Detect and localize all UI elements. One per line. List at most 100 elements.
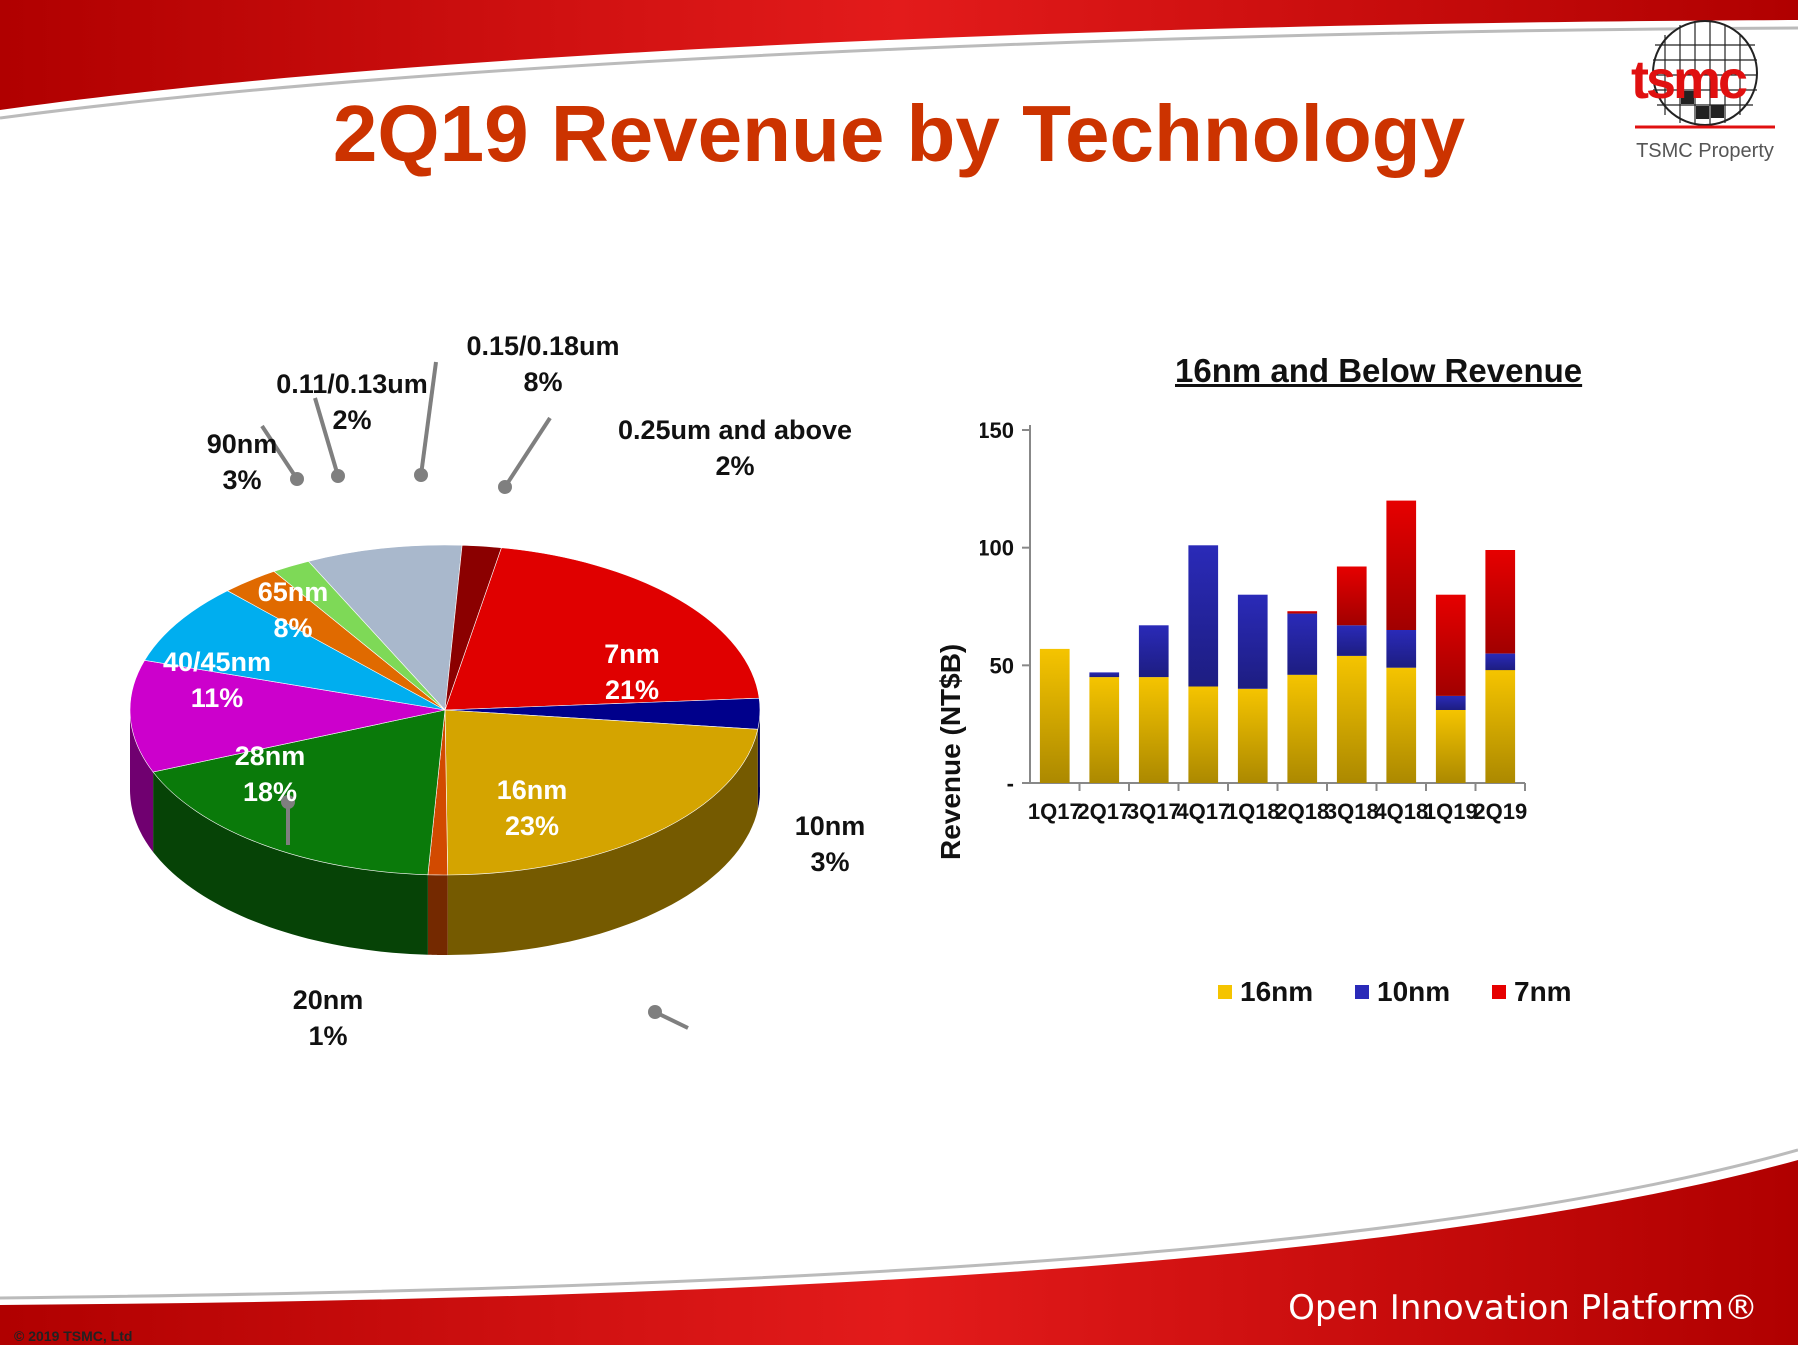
legend-swatch [1492,985,1506,999]
x-tick-label: 4Q17 [1176,799,1230,824]
bar-7nm-2Q19 [1485,550,1516,654]
legend-label: 10nm [1377,976,1451,1007]
copyright: © 2019 TSMC, Ltd [14,1328,133,1344]
pie-slice-65nm [144,590,446,711]
bar-16nm-2Q18 [1287,674,1318,783]
bar-16nm-2Q17 [1089,677,1120,783]
legend-7nm: 7nm [1492,976,1572,1008]
y-tick-label: 100 [980,536,1014,561]
bar-16nm-3Q17 [1138,677,1169,783]
pie-label-90nm: 90nm 3% [182,426,302,498]
legend-label: 7nm [1514,976,1572,1007]
leader-line-90nm [260,424,299,481]
x-tick-label: 2Q19 [1473,799,1527,824]
pie-label-value: 8% [523,367,563,397]
pie-label-value: 2% [715,451,755,481]
y-tick-label: - [1007,771,1014,796]
bar-16nm-4Q17 [1188,686,1219,783]
bar-10nm-2Q17 [1089,672,1120,678]
pie-label-value: 21% [604,675,660,705]
pie-label-text: 0.15/0.18um [466,331,620,361]
pie-label-65nm: 65nm 8% [233,574,353,646]
leader-line-0.25um and above [503,416,552,489]
pie-slice-0.25um and above [444,544,502,711]
pie-label-value: 8% [273,613,313,643]
bar-7nm-2Q18 [1287,611,1318,614]
logo-wordmark: tsmc [1631,50,1748,110]
bar-10nm-4Q18 [1386,630,1417,668]
pie-label-20nm: 20nm 1% [268,982,388,1054]
bar-7nm-3Q18 [1336,566,1367,626]
bar-10nm-3Q17 [1138,625,1169,678]
bar-10nm-3Q18 [1336,625,1367,656]
pie-label-value: 11% [190,683,244,713]
pie-slice-40/45nm [129,659,446,773]
pie-label-value: 1% [308,1021,348,1051]
pie-label-0-15-0-18um: 0.15/0.18um 8% [453,328,633,400]
x-tick-label: 2Q18 [1275,799,1329,824]
pie-side-16nm [447,729,758,955]
pie-label-text: 28nm [234,741,306,771]
pie-label-0-11-0-13um: 0.11/0.13um 2% [262,366,442,438]
footer-brand: Open Innovation Platform® [1288,1288,1758,1328]
pie-label-10nm: 10nm 3% [770,808,890,880]
bar-16nm-1Q19 [1435,710,1466,783]
pie-label-16nm: 16nm 23% [472,772,592,844]
bar-chart-title: 16nm and Below Revenue [1175,352,1583,389]
tsmc-logo: tsmc [1625,15,1785,165]
pie-side-28nm [153,772,428,955]
pie-side-20nm [427,874,448,955]
bar-10nm-2Q19 [1485,653,1516,671]
leader-dot-20nm [281,795,295,809]
pie-label-text: 7nm [604,639,660,669]
bar-16nm-2Q19 [1485,670,1516,783]
y-tick-label: 50 [990,653,1014,678]
bar-16nm-1Q17 [1039,648,1070,783]
pie-label-28nm: 28nm 18% [210,738,330,810]
leader-dot-10nm [648,1005,662,1019]
pie-slice-7nm [444,547,760,711]
pie-label-value: 3% [222,465,262,495]
pie-label-text: 0.25um and above [617,415,853,445]
logo-caption: TSMC Property [1636,140,1774,162]
pie-slice-16nm [444,709,759,876]
leader-dot-0.25um and above [498,480,512,494]
leader-dot-0.15/0.18um [414,468,428,482]
pie-label-0-25um-and-above: 0.25um and above 2% [595,412,875,484]
pie-label-40-45nm: 40/45nm 11% [147,644,287,716]
pie-side-40/45nm [130,708,154,852]
legend-16nm: 16nm [1218,976,1313,1008]
page-title: 2Q19 Revenue by Technology [332,89,1466,178]
bar-10nm-1Q19 [1435,695,1466,710]
x-tick-label: 3Q17 [1127,799,1181,824]
bar-7nm-4Q18 [1386,500,1417,630]
bar-16nm-4Q18 [1386,667,1417,783]
pie-label-value: 18% [242,777,298,807]
bar-16nm-3Q18 [1336,655,1367,783]
legend-10nm: 10nm [1355,976,1450,1008]
pie-slice-28nm [152,709,446,876]
pie-label-text: 40/45nm [162,647,272,677]
x-tick-label: 1Q19 [1424,799,1478,824]
pie-label-text: 0.11/0.13um [276,369,428,399]
bar-10nm-2Q18 [1287,613,1318,675]
bar-10nm-4Q17 [1188,545,1219,687]
legend-swatch [1218,985,1232,999]
pie-label-text: 16nm [496,775,568,805]
legend-swatch [1355,985,1369,999]
bar-10nm-1Q18 [1237,594,1268,689]
leader-line-0.11/0.13um [313,397,340,477]
x-tick-label: 3Q18 [1325,799,1379,824]
x-tick-label: 4Q18 [1374,799,1428,824]
pie-label-value: 2% [332,405,372,435]
bar-chart: - 50 100 150 1Q172Q173Q174Q171Q182Q183Q184Q1… [980,418,1527,824]
pie-label-7nm: 7nm 21% [572,636,692,708]
pie-label-value: 23% [504,811,560,841]
bar-16nm-1Q18 [1237,688,1268,783]
pie-label-text: 20nm [292,985,364,1015]
pie-label-value: 3% [810,847,850,877]
leader-line-0.15/0.18um [419,361,438,476]
pie-chart [129,361,761,1030]
leader-dot-0.11/0.13um [331,469,345,483]
